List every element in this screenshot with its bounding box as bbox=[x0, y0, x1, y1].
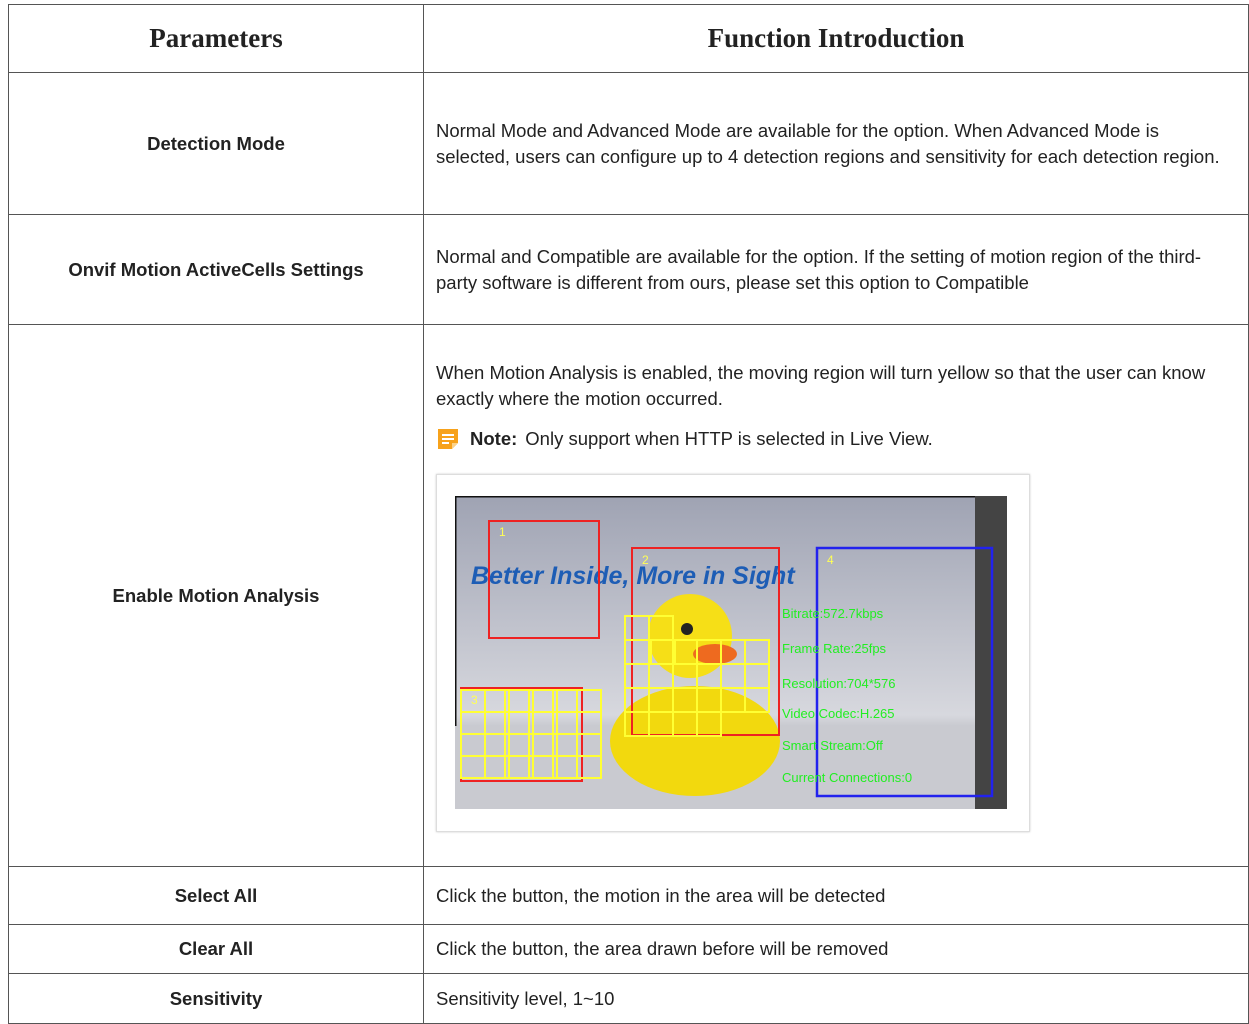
param-cell: Detection Mode bbox=[8, 72, 424, 215]
parameter-table: Parameters Function Introduction Detectio… bbox=[8, 4, 1249, 1024]
motion-cell bbox=[648, 614, 674, 641]
overlay-text: Current Connections:0 bbox=[782, 770, 912, 785]
example-image: Better Inside, More in Sight 1 2 3 4 Bit… bbox=[436, 473, 1030, 832]
desc-cell: Normal and Compatible are available for … bbox=[423, 214, 1249, 325]
motion-photo: Better Inside, More in Sight 1 2 3 4 Bit… bbox=[455, 495, 1007, 809]
overlay-text: Bitrate:572.7kbps bbox=[782, 606, 884, 621]
param-cell: Select All bbox=[8, 866, 424, 925]
desc-cell: Click the button, the area drawn before … bbox=[423, 924, 1249, 974]
desc-cell: Sensitivity level, 1~10 bbox=[423, 973, 1249, 1024]
note-label: Note: bbox=[470, 427, 518, 449]
region-label: 1 bbox=[499, 525, 506, 539]
header-cell: Function Introduction bbox=[423, 4, 1249, 73]
region-label: 4 bbox=[827, 553, 834, 567]
note-icon bbox=[438, 428, 458, 449]
header-cell: Parameters bbox=[8, 4, 424, 73]
motion-cell bbox=[696, 710, 722, 737]
motion-cell bbox=[576, 754, 602, 779]
desc-cell: Click the button, the motion in the area… bbox=[423, 866, 1249, 925]
param-cell: Sensitivity bbox=[8, 973, 424, 1024]
param-cell: Enable Motion Analysis bbox=[8, 324, 424, 867]
note: Note: Only support when HTTP is selected … bbox=[436, 426, 1236, 452]
overlay-text: Frame Rate:25fps bbox=[782, 641, 887, 656]
motion-cell bbox=[744, 686, 770, 713]
region-label: 2 bbox=[642, 553, 649, 567]
banner-text: Better Inside, More in Sight bbox=[471, 562, 796, 590]
note-text: Only support when HTTP is selected in Li… bbox=[525, 427, 933, 449]
param-cell: Onvif Motion ActiveCells Settings bbox=[8, 214, 424, 325]
overlay-text: Video Codec:H.265 bbox=[782, 706, 895, 721]
overlay-text: Resolution:704*576 bbox=[782, 676, 895, 691]
param-cell: Clear All bbox=[8, 924, 424, 974]
desc-cell: Normal Mode and Advanced Mode are availa… bbox=[423, 72, 1249, 215]
region-label: 3 bbox=[471, 693, 478, 707]
desc-cell: When Motion Analysis is enabled, the mov… bbox=[423, 324, 1249, 867]
desc-text: When Motion Analysis is enabled, the mov… bbox=[436, 361, 1206, 409]
overlay-text: Smart Stream:Off bbox=[782, 738, 883, 753]
